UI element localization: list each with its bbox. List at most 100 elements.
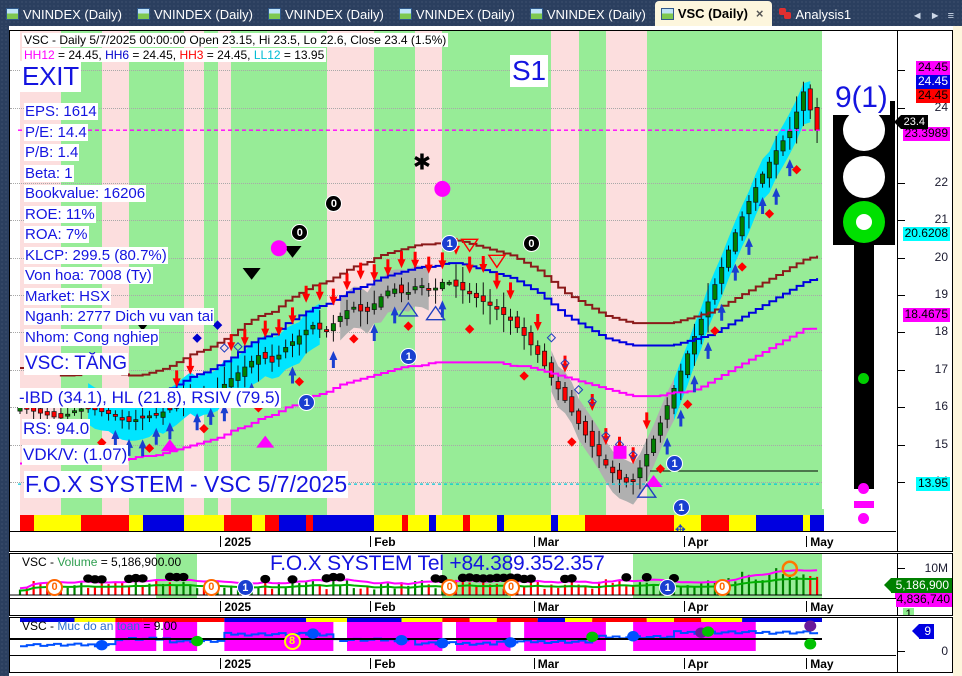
tab-vnindex-5[interactable]: VNINDEX (Daily): [524, 2, 654, 26]
chart-icon: [660, 7, 674, 20]
fundamental-line: Nganh: 2777 Dich vu van tai: [24, 308, 215, 325]
regime-segment: [674, 515, 702, 531]
traffic-light-red-lamp: [843, 109, 885, 151]
regime-segment: [496, 515, 504, 531]
ll12-value: = 13.95: [280, 48, 325, 62]
fundamental-line: Von hoa: 7008 (Ty): [24, 267, 153, 284]
regime-segment: [224, 515, 252, 531]
tab-prev-icon[interactable]: ◄: [911, 10, 923, 22]
volume-unit-tag: 1: [903, 608, 914, 615]
price-axis-tag[interactable]: 24.45: [915, 60, 950, 76]
regime-segment: [469, 515, 497, 531]
hh3-value: = 24.45,: [203, 48, 254, 62]
vdkv-line: VDK/V: (1.07): [22, 445, 129, 465]
time-axis-label: Mar: [533, 657, 560, 671]
regime-segment: [129, 515, 143, 531]
price-axis-tag[interactable]: 13.95: [915, 476, 950, 492]
tab-next-icon[interactable]: ►: [929, 10, 941, 22]
time-axis-label: Apr: [683, 600, 709, 614]
season-band: [605, 31, 647, 521]
chart-icon: [267, 8, 281, 20]
regime-top-band: [578, 509, 606, 515]
regime-top-band: [605, 509, 647, 515]
price-axis-tag[interactable]: 18.4675: [902, 306, 950, 322]
regime-segment: [265, 515, 279, 531]
hh3-label: HH3: [179, 48, 204, 62]
price-axis-tag[interactable]: 20.6208: [902, 226, 950, 242]
tab-label: VNINDEX (Daily): [415, 6, 515, 22]
season-band: [633, 554, 702, 598]
axis-label: 16: [934, 399, 948, 414]
safety-title: VSC - Muc do an toan = 9.00: [20, 619, 179, 633]
tab-vnindex-3[interactable]: VNINDEX (Daily): [262, 2, 392, 26]
chart-icon: [398, 8, 412, 20]
regime-segment: [435, 515, 463, 531]
regime-segment: [558, 515, 586, 531]
regime-segment: [374, 515, 402, 531]
regime-segment: [251, 515, 266, 531]
fundamental-line: P/B: 1.4: [24, 144, 80, 161]
regime-segment: [312, 515, 375, 531]
gridline: [10, 444, 822, 446]
regime-color-strip: 1 ✥: [10, 499, 824, 536]
tab-label: VSC (Daily): [677, 6, 748, 21]
close-icon[interactable]: ×: [755, 6, 764, 21]
price-chart-pane[interactable]: ✱ 11000011 9(1) 252422212019181716151424…: [9, 30, 953, 552]
tab-vnindex-4[interactable]: VNINDEX (Daily): [393, 2, 523, 26]
tab-analysis1[interactable]: Analysis1: [773, 2, 860, 26]
volume-event-badge: 0: [502, 579, 520, 596]
fundamental-line: Nhom: Cong nghiep: [24, 328, 160, 346]
regime-top-band: [217, 509, 232, 515]
hh6-label: HH6: [105, 48, 130, 62]
tab-vnindex-1[interactable]: VNINDEX (Daily): [0, 2, 130, 26]
season-band: [551, 31, 579, 521]
rs-line: RS: 94.0: [22, 419, 91, 439]
price-time-axis: 2025 Feb Mar Apr May: [10, 531, 896, 551]
price-axis-tag[interactable]: 24.45: [915, 87, 950, 103]
regime-top-band: [20, 509, 61, 515]
price-axis[interactable]: 252422212019181716151424.4524.4524.4523.…: [893, 31, 952, 551]
chart-icon: [6, 8, 19, 20]
safety-title-value: = 9.00: [140, 619, 178, 633]
regime-segment: [803, 515, 811, 531]
regime-top-band: [646, 509, 756, 515]
traffic-light-green-lamp: [843, 201, 885, 243]
fundamental-line: Bookvalue: 16206: [24, 185, 147, 202]
chart-icon: [136, 8, 150, 20]
tab-label: VNINDEX (Daily): [546, 6, 646, 22]
time-axis-label: Mar: [533, 535, 560, 549]
fundamental-line: EPS: 1614: [24, 103, 98, 120]
tab-menu-icon[interactable]: ≡: [947, 10, 954, 22]
tab-nav: ◄ ► ≡: [908, 11, 962, 26]
safety-value-tag[interactable]: 9: [912, 624, 934, 639]
pole-dot-magenta-lower: [858, 513, 869, 524]
time-axis-label: 2025: [220, 535, 252, 549]
price-axis-tag[interactable]: 24.45: [915, 74, 950, 90]
tab-vnindex-2[interactable]: VNINDEX (Daily): [131, 2, 261, 26]
season-band: [701, 554, 822, 598]
volume-event-badge: 1: [236, 579, 254, 596]
regime-segment: [20, 515, 34, 531]
tab-label: VNINDEX (Daily): [153, 6, 253, 22]
fundamental-line: ROE: 11%: [24, 205, 96, 223]
season-band: [646, 31, 756, 521]
puzzle-icon: [778, 8, 792, 20]
volume-axis[interactable]: 10M 5,186,900 4,836,740 1: [883, 554, 952, 615]
regime-segment: [408, 515, 429, 531]
volume-value-tag[interactable]: 5,186,900: [883, 578, 952, 593]
volume-event-badge: 0: [46, 579, 64, 596]
safety-indicator-pane[interactable]: 010190101919008 90 VSC - Muc do an toan …: [9, 617, 953, 673]
crosshair-cursor-icon[interactable]: ✥: [674, 522, 686, 537]
regime-top-band: [129, 509, 184, 515]
price-event-badge: 1: [298, 394, 316, 412]
price-axis-tag[interactable]: 23.3989: [902, 125, 950, 141]
time-axis-label: Feb: [370, 657, 396, 671]
axis-tick: [898, 70, 905, 72]
ll12-label: LL12: [253, 48, 281, 62]
price-event-badge: 0: [291, 224, 309, 242]
volume-avg-tag[interactable]: 4,836,740: [894, 592, 952, 607]
tab-vsc[interactable]: VSC (Daily) ×: [654, 1, 772, 26]
